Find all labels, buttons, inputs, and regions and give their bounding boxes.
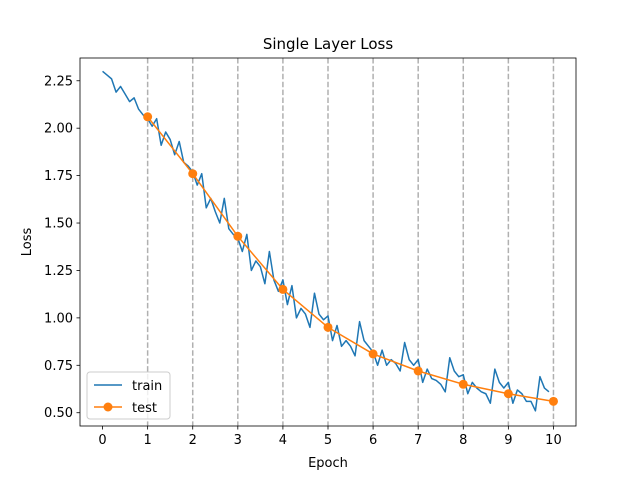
test-point (368, 349, 378, 359)
x-axis-title: Epoch (308, 456, 348, 471)
test-point (413, 366, 423, 376)
x-tick-label: 10 (545, 433, 562, 448)
y-tick-label: 1.00 (44, 311, 73, 326)
epoch-divider-lines (146, 58, 555, 426)
legend: train test (86, 371, 171, 420)
test-point (458, 379, 468, 389)
x-tick-label: 5 (324, 433, 332, 448)
y-axis-ticks: 0.50 0.75 1.00 1.25 1.50 1.75 2.00 2.25 (44, 74, 80, 421)
test-point (233, 231, 243, 241)
test-point (143, 112, 153, 122)
test-point (323, 322, 333, 332)
x-tick-label: 3 (234, 433, 242, 448)
test-point (188, 169, 198, 179)
legend-label-train: train (132, 379, 162, 394)
x-tick-label: 7 (414, 433, 422, 448)
x-tick-label: 0 (98, 433, 106, 448)
x-tick-label: 2 (189, 433, 197, 448)
y-tick-label: 1.25 (44, 264, 73, 279)
y-tick-label: 1.50 (44, 217, 73, 232)
x-tick-label: 6 (369, 433, 377, 448)
x-axis-ticks: 0 1 2 3 4 5 6 7 8 9 10 (98, 426, 562, 448)
y-tick-label: 2.25 (44, 74, 73, 89)
y-tick-label: 0.50 (44, 406, 73, 421)
legend-marker-test (103, 402, 113, 412)
y-tick-label: 2.00 (44, 122, 73, 137)
x-tick-label: 4 (279, 433, 287, 448)
train-line (102, 70, 550, 412)
x-tick-label: 9 (504, 433, 512, 448)
x-tick-label: 1 (143, 433, 151, 448)
x-tick-label: 8 (459, 433, 467, 448)
legend-label-test: test (132, 401, 157, 416)
series-train (102, 70, 550, 412)
chart-title: Single Layer Loss (263, 35, 394, 53)
y-tick-label: 1.75 (44, 169, 73, 184)
test-line (147, 116, 554, 403)
y-tick-label: 0.75 (44, 359, 73, 374)
test-point (503, 389, 513, 399)
test-point (278, 284, 288, 294)
y-axis-title: Loss (20, 228, 35, 257)
series-test (143, 112, 558, 406)
test-point (548, 396, 558, 406)
